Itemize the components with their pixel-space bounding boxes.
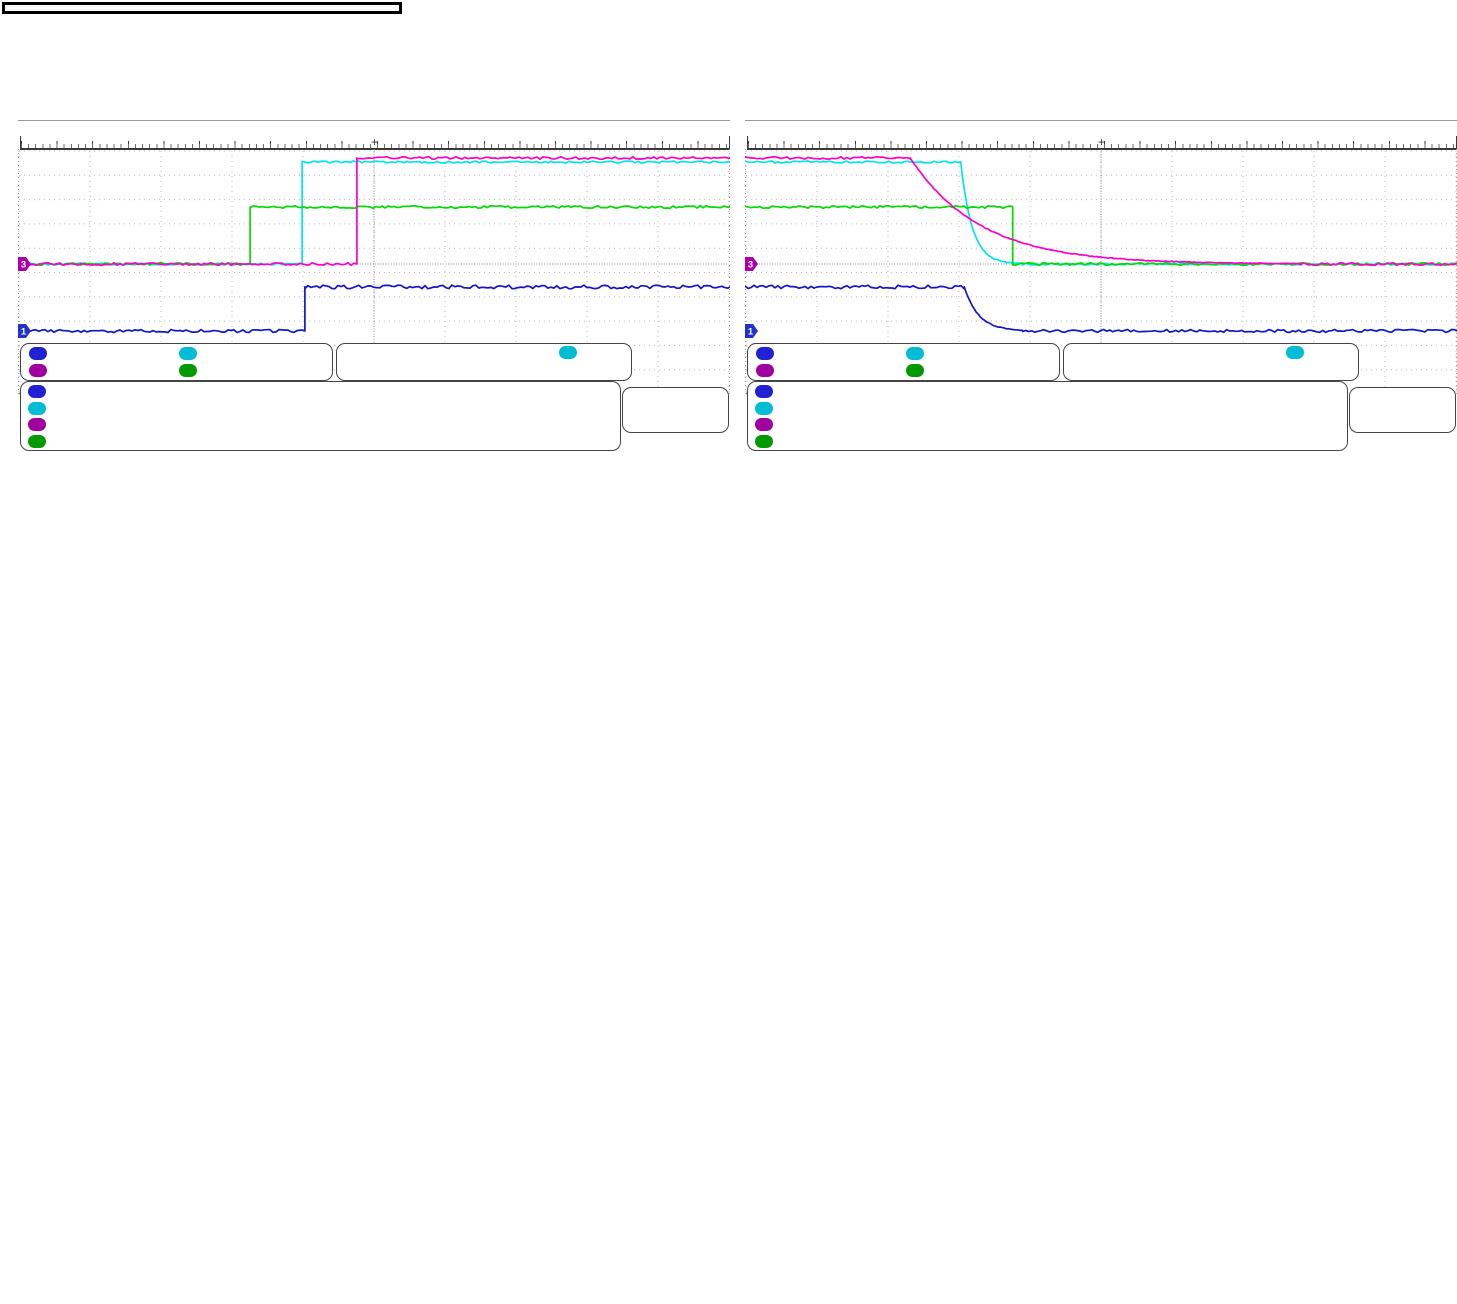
measurement-channel-badge: [755, 401, 773, 415]
measurement-row: [748, 385, 1347, 401]
measurement-row: [21, 401, 620, 418]
ground-marker-ch3-icon: 3: [745, 257, 758, 272]
svg-text:1: 1: [748, 326, 754, 337]
trace-analog-rail-current: [18, 284, 730, 334]
channel-settings-box[interactable]: [20, 343, 333, 381]
ground-marker-ch1-icon: 1: [745, 323, 758, 338]
channel-2-settings[interactable]: [898, 347, 1050, 363]
ref-channel-badge: [559, 346, 577, 359]
waveform-graticule: 31: [18, 149, 730, 395]
svg-text:3: 3: [21, 260, 26, 271]
trace-pixel-rail-voltage: [745, 155, 1457, 267]
svg-text:1: 1: [21, 326, 27, 337]
ref-channel: [1286, 346, 1346, 360]
measurement-channel-badge: [28, 401, 46, 415]
channel-3-settings[interactable]: [748, 364, 900, 380]
horizontal-settings-box[interactable]: [336, 343, 632, 381]
trigger-position-label: [343, 363, 357, 378]
measurement-channel-badge: [28, 418, 46, 431]
trace-digital-rail-voltage: [745, 204, 1457, 267]
trigger-position-label: [1070, 363, 1084, 378]
channel-settings-box[interactable]: [747, 343, 1060, 381]
channel-2-badge: [179, 347, 197, 360]
channel-3-badge: [756, 364, 774, 377]
measurements-box[interactable]: [747, 381, 1348, 451]
measurement-row: [21, 385, 620, 401]
measurement-row: [748, 401, 1347, 418]
measurement-row: [21, 434, 620, 451]
channel-1-badge: [756, 347, 774, 360]
timeline-ruler: [20, 135, 730, 150]
scope-header: [747, 121, 1455, 136]
ref-channel-badge: [1286, 346, 1304, 359]
ground-marker-ch3-icon: 3: [18, 257, 31, 272]
datetime-box: [622, 387, 729, 433]
channel-1-badge: [29, 347, 47, 360]
datetime-box: [1349, 387, 1456, 433]
channel-3-settings[interactable]: [21, 364, 173, 380]
measurement-channel-badge: [755, 385, 773, 398]
trace-analog-rail-current: [745, 284, 1457, 334]
channel-3-badge: [29, 364, 47, 377]
channel-4-badge: [179, 364, 197, 377]
measurement-channel-badge: [28, 385, 46, 398]
timeline-ruler: [747, 135, 1457, 150]
channel-2-badge: [906, 347, 924, 360]
ground-marker-ch1-icon: 1: [18, 323, 31, 338]
scope-header: [20, 121, 728, 136]
measurement-channel-badge: [755, 434, 773, 448]
channel-1-settings[interactable]: [21, 347, 173, 363]
svg-text:3: 3: [748, 260, 753, 271]
scope-panel-a-left: 31: [18, 120, 730, 456]
measurement-channel-badge: [28, 434, 46, 448]
trace-pixel-rail-voltage: [18, 155, 730, 267]
channel-1-settings[interactable]: [748, 347, 900, 363]
measurement-row: [748, 418, 1347, 434]
measurements-box[interactable]: [20, 381, 621, 451]
ref-channel: [559, 346, 619, 360]
channel-4-settings[interactable]: [898, 364, 1050, 380]
channel-2-settings[interactable]: [171, 347, 323, 363]
measurement-row: [21, 418, 620, 434]
measurement-channel-badge: [755, 418, 773, 431]
legend-box: [2, 2, 402, 14]
channel-4-badge: [906, 364, 924, 377]
scope-panel-a-right: 31: [745, 120, 1457, 456]
channel-4-settings[interactable]: [171, 364, 323, 380]
measurement-row: [748, 434, 1347, 451]
horizontal-settings-box[interactable]: [1063, 343, 1359, 381]
